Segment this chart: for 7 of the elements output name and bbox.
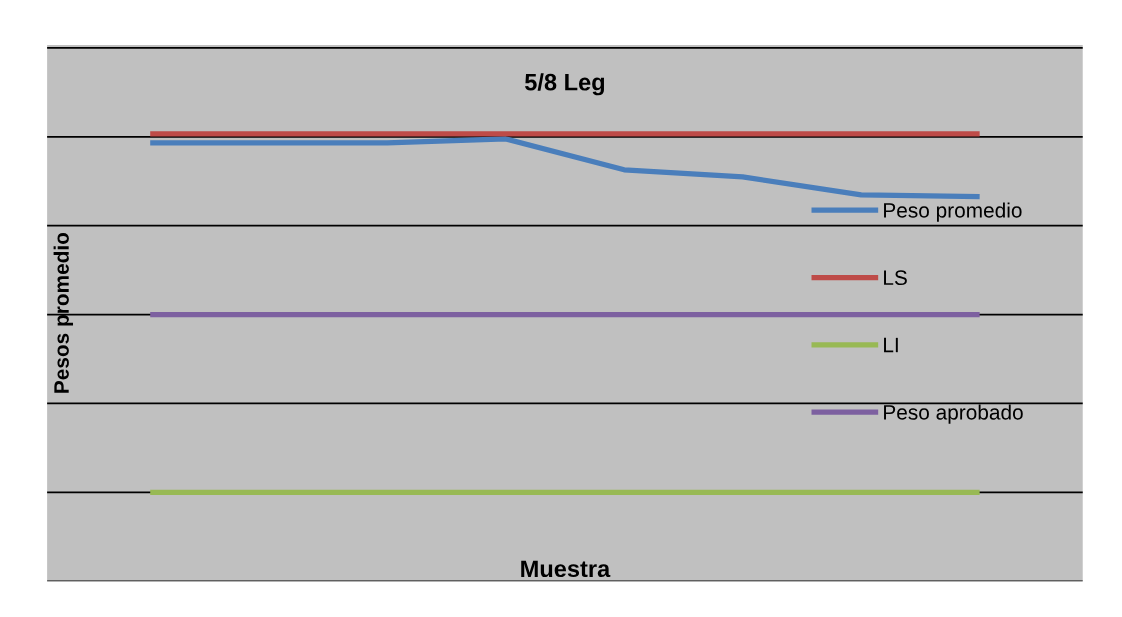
x-axis-title: Muestra <box>521 560 611 578</box>
legend-label: LI <box>884 337 898 353</box>
chart-title: 5/8 Leg <box>524 73 605 96</box>
legend-label: Peso promedio <box>884 202 1022 222</box>
legend-label: Peso aprobado <box>884 404 1023 424</box>
y-axis-title: Pesos promedio <box>53 232 74 393</box>
legend-label: LS <box>884 270 907 286</box>
